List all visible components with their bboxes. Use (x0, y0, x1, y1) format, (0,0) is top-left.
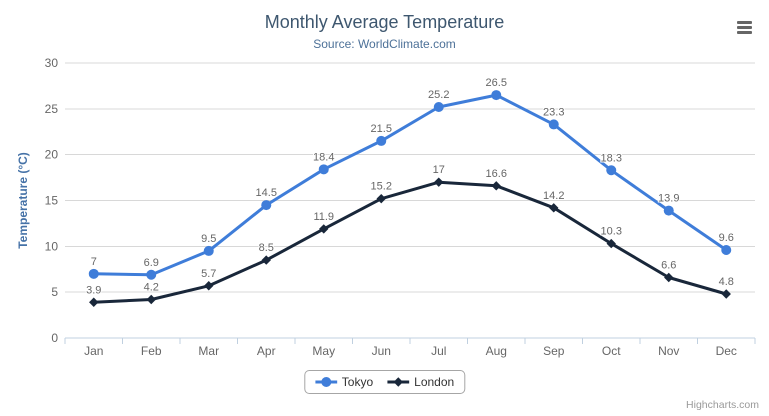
x-axis-label: Feb (141, 344, 162, 358)
legend-item-london[interactable]: London (387, 375, 454, 389)
x-axis-label: Oct (602, 344, 621, 358)
chart-subtitle: Source: WorldClimate.com (313, 37, 456, 51)
data-point-tokyo[interactable] (491, 90, 502, 101)
data-point-london[interactable] (204, 281, 214, 291)
data-point-tokyo[interactable] (721, 245, 732, 255)
series-line-tokyo[interactable] (92, 93, 728, 277)
data-label: 6.6 (661, 260, 676, 272)
data-label: 3.9 (86, 284, 101, 296)
data-label: 4.8 (719, 276, 734, 288)
legend: Tokyo London (303, 370, 466, 394)
data-label: 14.2 (543, 190, 564, 202)
x-axis-label: Apr (257, 344, 276, 358)
data-label: 18.3 (601, 152, 622, 164)
data-point-tokyo[interactable] (88, 268, 99, 279)
x-axis-label: Dec (716, 344, 737, 358)
legend-diamond-marker-icon (387, 377, 410, 387)
data-label: 7 (91, 256, 97, 268)
data-label: 10.3 (601, 226, 622, 238)
data-point-london[interactable] (319, 224, 329, 234)
data-label: 9.6 (719, 232, 734, 244)
data-point-tokyo[interactable] (146, 269, 157, 280)
data-point-tokyo[interactable] (433, 102, 444, 112)
legend-label: Tokyo (341, 375, 374, 389)
data-label: 6.9 (144, 257, 159, 269)
data-point-tokyo[interactable] (203, 245, 214, 256)
y-axis-label: 10 (45, 239, 59, 253)
data-point-london[interactable] (549, 203, 559, 213)
credits-link[interactable]: Highcharts.com (686, 399, 759, 411)
y-axis-label: 5 (51, 285, 58, 299)
data-point-london[interactable] (376, 193, 386, 204)
data-point-london[interactable] (664, 272, 674, 283)
data-point-london[interactable] (606, 238, 616, 249)
data-label: 26.5 (486, 77, 507, 89)
data-point-tokyo[interactable] (261, 200, 272, 211)
data-label: 21.5 (371, 123, 392, 135)
data-label: 14.5 (256, 187, 277, 199)
data-point-london[interactable] (146, 294, 156, 305)
data-point-tokyo[interactable] (606, 165, 617, 176)
data-label: 23.3 (543, 106, 564, 118)
data-point-tokyo[interactable] (318, 164, 329, 175)
menu-bar (737, 26, 752, 29)
data-label: 25.2 (428, 89, 449, 101)
data-label: 5.7 (201, 268, 216, 280)
data-label: 9.5 (201, 233, 216, 245)
data-label: 11.9 (313, 211, 334, 223)
x-axis-label: Jan (84, 344, 103, 358)
chart-title: Monthly Average Temperature (264, 12, 505, 32)
x-axis-label: Mar (198, 344, 219, 358)
series-line-london[interactable] (92, 180, 728, 304)
legend-circle-marker-icon (314, 377, 337, 387)
hamburger-menu-icon[interactable] (737, 21, 752, 35)
data-point-tokyo[interactable] (663, 205, 674, 216)
x-axis-label: Jun (372, 344, 391, 358)
y-axis-label: 0 (51, 331, 58, 345)
legend-label: London (414, 375, 455, 389)
menu-bar (737, 21, 752, 24)
data-label: 18.4 (313, 151, 334, 163)
data-point-london[interactable] (89, 297, 99, 307)
y-axis-title: Temperature (°C) (16, 152, 30, 249)
x-axis-label: Aug (486, 344, 507, 358)
data-point-london[interactable] (261, 255, 271, 265)
data-point-london[interactable] (721, 289, 731, 299)
data-label: 16.6 (486, 168, 507, 180)
x-axis-label: May (312, 344, 335, 358)
data-label: 8.5 (259, 242, 274, 254)
y-axis-label: 25 (45, 102, 59, 116)
data-label: 17 (433, 164, 445, 176)
y-axis-label: 15 (45, 194, 59, 208)
data-label: 13.9 (658, 193, 679, 205)
x-axis-label: Sep (543, 344, 565, 358)
data-point-london[interactable] (491, 181, 501, 191)
x-axis-label: Nov (658, 344, 679, 358)
x-axis-label: Jul (431, 344, 446, 358)
data-point-tokyo[interactable] (548, 119, 559, 130)
legend-item-tokyo[interactable]: Tokyo (314, 375, 374, 389)
data-label: 15.2 (371, 181, 392, 193)
y-axis-label: 20 (45, 148, 59, 162)
data-label: 4.2 (144, 282, 159, 294)
menu-bar (737, 31, 752, 34)
data-point-tokyo[interactable] (376, 135, 387, 146)
y-axis-label: 30 (45, 56, 59, 70)
data-point-london[interactable] (434, 177, 444, 187)
